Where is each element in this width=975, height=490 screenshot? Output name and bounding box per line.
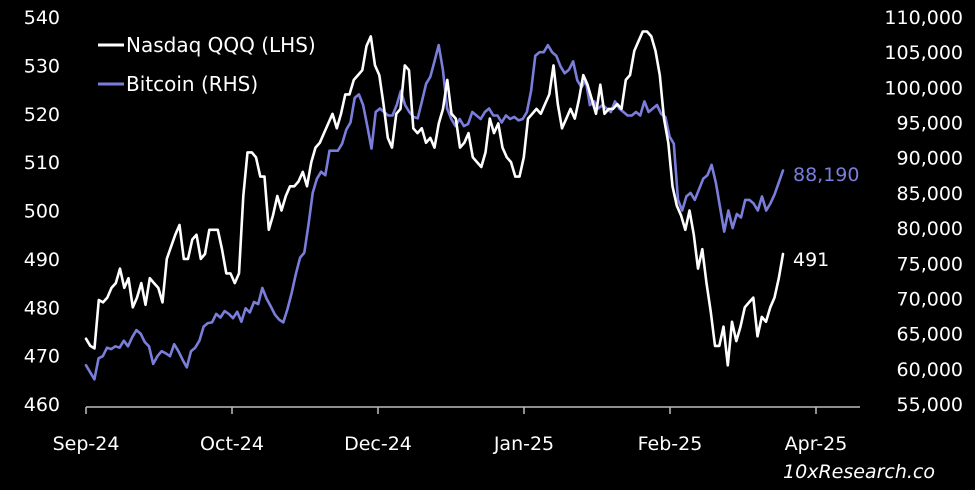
- left-axis-tick-label: 520: [24, 104, 60, 126]
- right-axis-tick-label: 110,000: [884, 7, 963, 29]
- right-axis-tick-label: 60,000: [897, 359, 963, 381]
- x-axis-tick-label: Dec-24: [344, 433, 412, 455]
- right-axis-tick-label: 105,000: [884, 42, 963, 64]
- x-axis-tick-label: Jan-25: [493, 433, 554, 455]
- x-axis-tick-label: Sep-24: [53, 433, 120, 455]
- right-axis-tick-labels: 55,000 60,000 65,000 70,000 75,000 80,000 85,0…: [884, 7, 963, 416]
- nasdaq-end-label: 491: [793, 249, 829, 271]
- right-axis-tick-label: 85,000: [897, 183, 963, 205]
- right-axis-tick-label: 95,000: [897, 113, 963, 135]
- left-axis-tick-label: 470: [24, 346, 60, 368]
- legend-label-nasdaq: Nasdaq QQQ (LHS): [126, 33, 316, 57]
- right-axis-tick-label: 70,000: [897, 288, 963, 310]
- right-axis-tick-label: 55,000: [897, 394, 963, 416]
- right-axis-tick-label: 75,000: [897, 253, 963, 275]
- right-axis-tick-label: 65,000: [897, 324, 963, 346]
- left-axis-tick-label: 460: [24, 394, 60, 416]
- right-axis-tick-label: 90,000: [897, 148, 963, 170]
- x-axis-ticks: Sep-24 Oct-24 Dec-24 Jan-25 Feb-25 Apr-25: [53, 407, 848, 455]
- left-axis-tick-label: 500: [24, 201, 60, 223]
- left-axis-tick-label: 510: [24, 152, 60, 174]
- series-lines: [84, 30, 785, 381]
- source-credit: 10xResearch.co: [783, 461, 935, 483]
- legend-label-bitcoin: Bitcoin (RHS): [126, 72, 258, 96]
- right-axis-tick-label: 80,000: [897, 218, 963, 240]
- x-axis-tick-label: Feb-25: [638, 433, 703, 455]
- left-axis-tick-label: 480: [24, 297, 60, 319]
- bitcoin-end-label: 88,190: [793, 164, 859, 186]
- legend: Nasdaq QQQ (LHS) Bitcoin (RHS): [98, 33, 316, 96]
- left-axis-tick-labels: 460 470 480 490 500 510 520 530 540: [24, 7, 60, 416]
- left-axis-tick-label: 530: [24, 55, 60, 77]
- right-axis-tick-label: 100,000: [884, 77, 963, 99]
- x-axis-tick-label: Oct-24: [200, 433, 264, 455]
- bitcoin-series-line: [84, 43, 785, 381]
- left-axis-tick-label: 540: [24, 7, 60, 29]
- nasdaq-series-line: [84, 30, 785, 367]
- left-axis-tick-label: 490: [24, 249, 60, 271]
- x-axis-tick-label: Apr-25: [785, 433, 848, 455]
